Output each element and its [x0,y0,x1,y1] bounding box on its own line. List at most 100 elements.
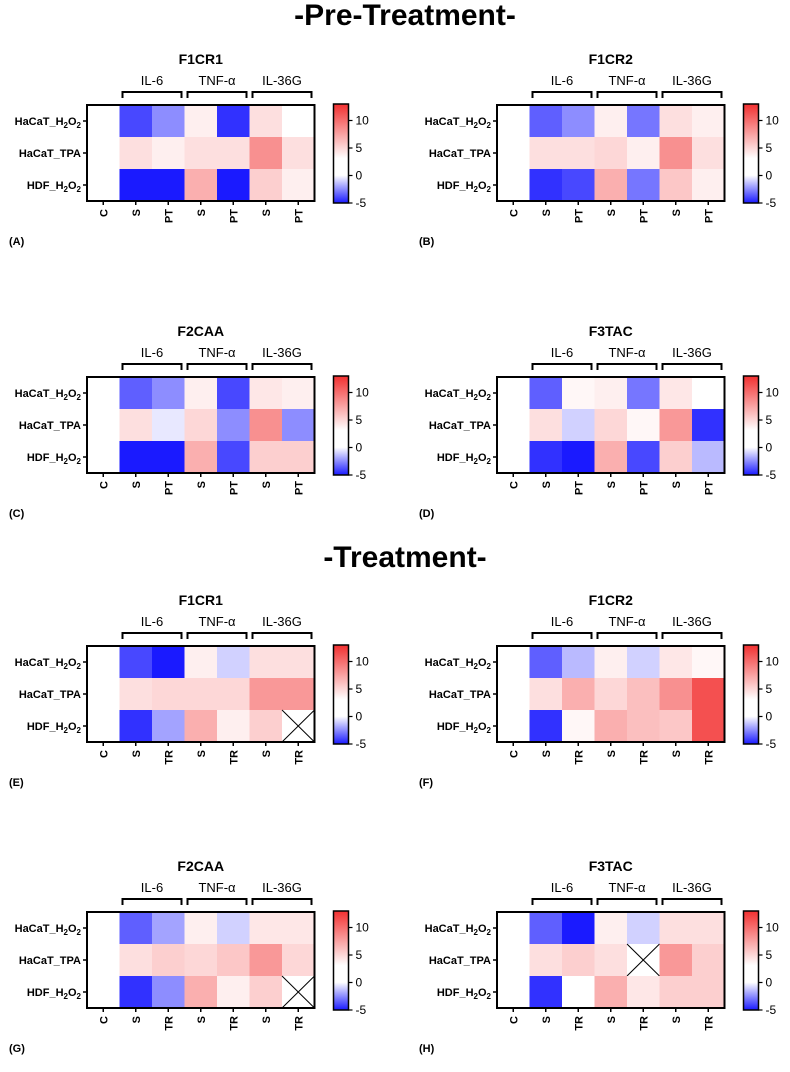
panel-title: F1CR2 [589,592,634,608]
heatmap-cell [594,944,628,977]
group-bracket [661,363,723,370]
panel-title: F1CR1 [179,592,224,608]
column-label: PT [638,209,650,223]
heatmap-cell [87,137,120,170]
column-label: PT [703,209,715,223]
group-label: IL-6 [141,345,163,360]
colorbar [332,103,350,204]
column-label: C [98,481,110,489]
column-label: S [606,209,618,216]
row-label: HaCaT_TPA [429,420,491,432]
column-label: C [98,750,110,758]
column-label: PT [573,481,585,495]
panel-title: F1CR2 [589,51,634,67]
colorbar-tick-label: -5 [356,737,367,751]
heatmap-cell [692,678,725,711]
colorbar-tick-label: -5 [356,196,367,210]
column-label: S [671,750,683,757]
heatmap-cell [282,912,315,945]
group-bracket [531,632,593,639]
heatmap-cell [119,976,153,1009]
colorbar-tick-label: 5 [766,413,773,427]
heatmap-cell [562,678,595,711]
row-label: HDF_H2O2 [27,987,82,1001]
colorbar-tick-label: 10 [766,921,780,935]
column-label: PT [163,209,175,223]
column-label: S [606,481,618,488]
heatmap-cell [497,377,530,410]
heatmap-cell [119,646,153,679]
heatmap-cell [627,976,660,1009]
heatmap-cell [152,646,185,679]
group-label: IL-6 [551,880,573,895]
heatmap-cell [692,912,725,945]
column-label: S [541,481,553,488]
heatmap-cell [529,169,563,202]
heatmap-cell [529,912,563,945]
heatmap-cell [659,944,693,977]
heatmap-cell [529,944,563,977]
heatmap-cell [562,377,595,410]
colorbar [742,103,760,204]
heatmap-cell [659,169,693,202]
column-label: S [541,1016,553,1023]
colorbar-tick-label: 10 [766,655,780,669]
heatmap-cell [249,678,283,711]
heatmap-cell [87,409,120,442]
column-label: S [196,481,208,488]
heatmap-panel-7: F2CAA IL-6 TNF-α IL-36G HaCaT_H2O2 HaCaT_TPA H… [9,858,369,1055]
column-label: S [131,1016,143,1023]
column-label: S [196,1016,208,1023]
heatmap-cell [282,169,315,202]
heatmap-cell [497,169,530,202]
group-label: IL-36G [672,880,712,895]
heatmap-cell [497,105,530,138]
heatmap-cell [217,646,250,679]
group-label: IL-36G [672,345,712,360]
group-label: IL-6 [141,614,163,629]
heatmap-cell [594,441,628,474]
colorbar-tick-label: 10 [356,655,370,669]
heatmap-cell [562,409,595,442]
group-label: IL-6 [141,880,163,895]
colorbar [742,375,760,476]
heatmap-panel-4: F3TAC IL-6 TNF-α IL-36G HaCaT_H2O2 HaCaT_TPA H… [419,323,779,520]
heatmap-cell [184,137,218,170]
heatmap-cell [152,409,185,442]
colorbar-tick-label: 5 [766,948,773,962]
row-label: HaCaT_H2O2 [15,116,82,130]
group-bracket [186,898,248,905]
heatmap-cell [249,944,283,977]
column-label: S [131,750,143,757]
column-label: S [671,481,683,488]
group-bracket [251,363,313,370]
heatmap-cell [217,710,250,743]
column-label: TR [573,1016,585,1031]
heatmap-cell [497,441,530,474]
heatmap-cell [152,169,185,202]
heatmap-cell [529,976,563,1009]
heatmap-cell [562,912,595,945]
heatmap-cell [119,678,153,711]
heatmap-cell [217,912,250,945]
row-label: HDF_H2O2 [437,452,492,466]
colorbar-tick-label: 0 [766,441,773,455]
heatmap-cell [627,441,660,474]
colorbar-tick-label: 0 [356,976,363,990]
group-label: TNF-α [198,73,236,88]
heatmap-panel-8: F3TAC IL-6 TNF-α IL-36G HaCaT_H2O2 HaCaT_TPA H… [419,858,779,1055]
column-label: C [98,1016,110,1024]
heatmap-cell [217,169,250,202]
heatmap-cell [562,137,595,170]
heatmap-cell [87,377,120,410]
heatmap-cell [692,169,725,202]
heatmap-cell [659,377,693,410]
heatmap-cell [594,377,628,410]
heatmap-cell [87,912,120,945]
group-bracket [596,898,658,905]
row-label: HDF_H2O2 [27,721,82,735]
heatmap-cell [659,409,693,442]
heatmap-cell [184,377,218,410]
column-label: PT [703,481,715,495]
heatmap-cell [184,409,218,442]
